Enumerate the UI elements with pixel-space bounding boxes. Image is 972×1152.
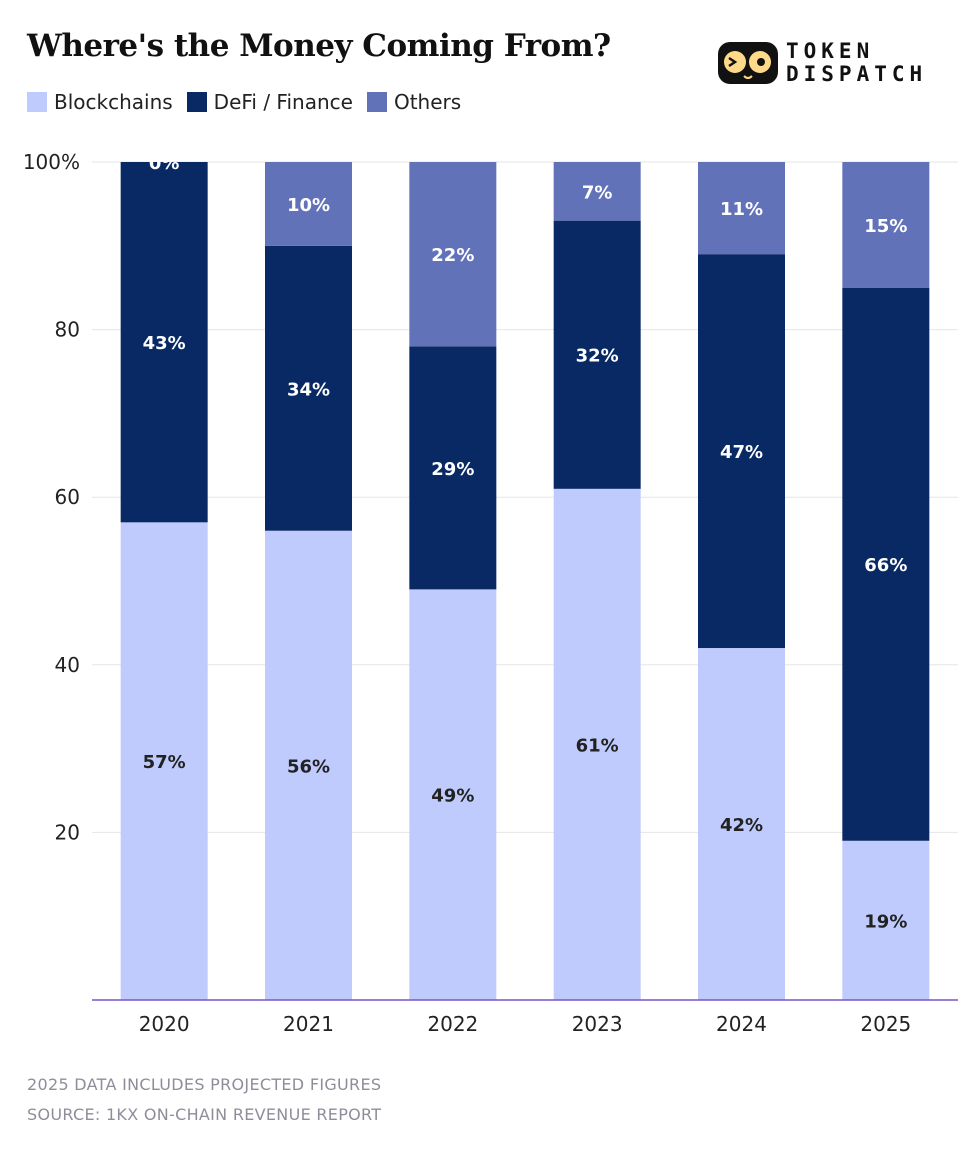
y-tick-label: 60 bbox=[55, 485, 80, 509]
data-label: 61% bbox=[576, 735, 619, 756]
chart-title: Where's the Money Coming From? bbox=[27, 28, 611, 64]
x-tick-label: 2021 bbox=[283, 1012, 334, 1036]
logo-text-line2: DISPATCH bbox=[786, 62, 928, 86]
data-label: 42% bbox=[720, 815, 763, 836]
y-tick-label: 80 bbox=[55, 318, 80, 342]
bar-segment bbox=[698, 254, 785, 649]
bar-segment bbox=[265, 245, 352, 531]
bar-segment bbox=[698, 162, 785, 255]
logo-text-line1: TOKEN bbox=[786, 39, 875, 63]
bar-segment bbox=[409, 589, 497, 1000]
data-label: 15% bbox=[864, 216, 907, 237]
bar-segment bbox=[553, 220, 641, 489]
data-label: 7% bbox=[582, 182, 613, 203]
bar-segment bbox=[553, 162, 641, 221]
legend-swatch-others bbox=[366, 92, 387, 112]
legend-label-others: Others bbox=[393, 90, 462, 114]
bar-segment bbox=[842, 162, 930, 288]
data-label: 34% bbox=[287, 379, 330, 400]
bar-segment bbox=[265, 162, 352, 246]
x-tick-label: 2020 bbox=[139, 1012, 190, 1036]
data-label: 66% bbox=[864, 555, 907, 576]
data-label: 19% bbox=[864, 911, 907, 932]
data-label: 57% bbox=[143, 752, 186, 773]
legend-item-others: Others bbox=[366, 90, 462, 114]
data-label: 29% bbox=[431, 459, 474, 480]
footnote-source: SOURCE: 1KX ON-CHAIN REVENUE REPORT bbox=[27, 1105, 382, 1124]
bar-segment bbox=[842, 840, 930, 1000]
legend-label-defi: DeFi / Finance bbox=[213, 90, 353, 114]
bar-segment bbox=[265, 530, 352, 1000]
y-tick-label: 20 bbox=[55, 820, 80, 844]
data-label: 49% bbox=[431, 786, 474, 807]
token-dispatch-logo: TOKEN DISPATCH bbox=[718, 40, 953, 88]
data-label: 10% bbox=[287, 195, 330, 216]
bar-segment bbox=[120, 522, 208, 1000]
bar-segment bbox=[409, 162, 497, 347]
legend-item-defi: DeFi / Finance bbox=[186, 90, 353, 114]
x-tick-label: 2023 bbox=[572, 1012, 623, 1036]
data-label: 0% bbox=[149, 153, 180, 174]
legend-swatch-blockchains bbox=[27, 92, 47, 112]
legend-label-blockchains: Blockchains bbox=[54, 90, 173, 114]
bar-segment bbox=[698, 648, 785, 1000]
y-tick-label: 40 bbox=[55, 653, 80, 677]
data-label: 43% bbox=[143, 333, 186, 354]
data-label: 47% bbox=[720, 442, 763, 463]
x-tick-label: 2025 bbox=[860, 1012, 911, 1036]
data-label: 11% bbox=[720, 199, 763, 220]
bar-segment bbox=[409, 346, 497, 590]
data-label: 32% bbox=[576, 346, 619, 367]
legend-item-blockchains: Blockchains bbox=[27, 90, 173, 114]
bar-segment bbox=[553, 488, 641, 1000]
logo-text: TOKEN DISPATCH bbox=[786, 40, 927, 86]
legend: Blockchains DeFi / Finance Others bbox=[27, 90, 475, 114]
x-tick-label: 2024 bbox=[716, 1012, 767, 1036]
bar-segment bbox=[120, 162, 208, 523]
y-tick-label: 100% bbox=[23, 150, 80, 174]
glasses-icon bbox=[718, 42, 778, 84]
legend-swatch-defi bbox=[186, 92, 207, 112]
stacked-bar-chart: 20 40 60 80 100% 57% 43% 0% 2020 56% 34% 10% 2021 49%… bbox=[23, 150, 958, 1036]
bar-segment bbox=[842, 287, 930, 841]
footnote-projection: 2025 DATA INCLUDES PROJECTED FIGURES bbox=[27, 1075, 382, 1094]
data-label: 22% bbox=[431, 245, 474, 266]
data-label: 56% bbox=[287, 756, 330, 777]
x-tick-label: 2022 bbox=[427, 1012, 478, 1036]
